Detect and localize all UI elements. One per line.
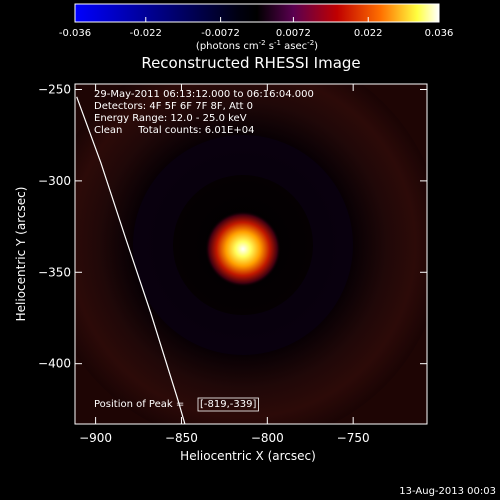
colorbar: -0.036 -0.022 -0.0072 0.0072 0.022 0.036 (pho… — [59, 3, 453, 52]
y-axis-label: Heliocentric Y (arcsec) — [14, 187, 28, 322]
y-tick-label: −400 — [38, 357, 71, 371]
y-tick-label: −250 — [38, 82, 71, 96]
annotation-energy-range: Energy Range: 12.0 - 25.0 keV — [94, 113, 247, 124]
colorbar-tick-label: 0.036 — [425, 28, 454, 39]
hxr-source — [205, 211, 281, 287]
colorbar-tick-label: -0.022 — [130, 28, 162, 39]
colorbar-tick-label: 0.0072 — [276, 28, 311, 39]
peak-position-label: Position of Peak = — [94, 399, 184, 410]
solar-limb-curve — [76, 96, 186, 424]
axis-ticks: −900 −850 −800 −750 −250 −300 −350 −400 — [38, 82, 427, 445]
chart-title: Reconstructed RHESSI Image — [141, 54, 360, 72]
x-axis-label: Heliocentric X (arcsec) — [180, 449, 316, 463]
annotation-detectors: Detectors: 4F 5F 6F 7F 8F, Att 0 — [94, 101, 253, 112]
peak-value-box — [197, 397, 259, 412]
x-tick-label: −800 — [251, 431, 284, 445]
annotations: 29-May-2011 06:13:12.000 to 06:16:04.000… — [94, 89, 314, 412]
colorbar-tick-label: -0.0072 — [201, 28, 240, 39]
colorbar-ticks: -0.036 -0.022 -0.0072 0.0072 0.022 0.036 — [59, 17, 453, 39]
colorbar-tick-label: 0.022 — [354, 28, 383, 39]
x-tick-label: −850 — [165, 431, 198, 445]
colorbar-tick-label: -0.036 — [59, 28, 91, 39]
dark-annulus — [133, 135, 353, 355]
y-tick-label: −300 — [38, 174, 71, 188]
x-tick-label: −750 — [337, 431, 370, 445]
peak-position-value: [-819,-339] — [200, 399, 256, 410]
y-tick-label: −350 — [38, 265, 71, 279]
annotation-time-range: 29-May-2011 06:13:12.000 to 06:16:04.000 — [94, 89, 314, 100]
x-tick-label: −900 — [79, 431, 112, 445]
colorbar-label: (photons cm-2 s-1 asec-2) — [196, 39, 318, 52]
plot-area: −900 −850 −800 −750 −250 −300 −350 −400 — [38, 82, 428, 445]
plot-frame — [74, 83, 428, 425]
footer-timestamp: 13-Aug-2013 00:03 — [399, 486, 496, 497]
colorbar-gradient — [74, 3, 440, 23]
annotation-clean-counts: Clean Total counts: 6.01E+04 — [94, 125, 254, 136]
